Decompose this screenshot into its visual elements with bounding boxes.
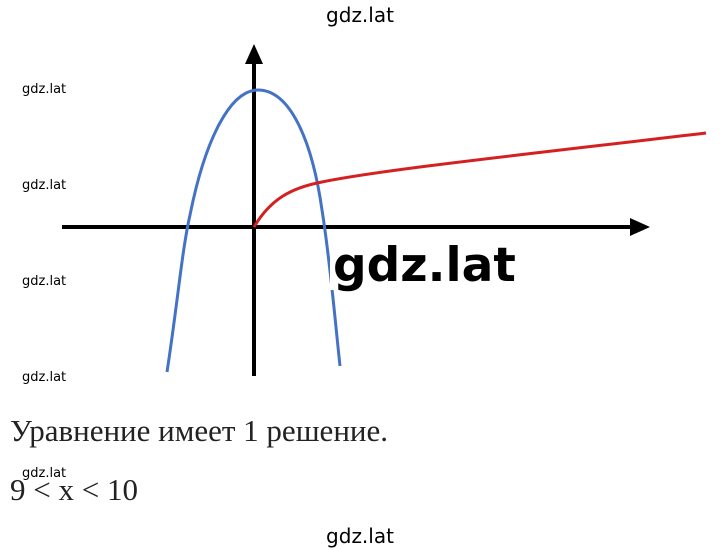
watermark: gdz.lat [22, 370, 66, 385]
watermark: gdz.lat [22, 274, 66, 289]
watermark: gdz.lat [22, 82, 66, 97]
watermark: gdz.lat [22, 178, 66, 193]
parabola [165, 88, 342, 373]
watermark: gdz.lat [326, 524, 394, 548]
interval-text: 9 < x < 10 [10, 472, 138, 507]
watermark: gdz.lat [22, 466, 66, 481]
answer-text: Уравнение имеет 1 решение. [10, 413, 388, 448]
watermark: gdz.lat [326, 3, 394, 27]
y-arrow [245, 44, 263, 64]
root-curve [252, 131, 707, 228]
x-arrow [630, 218, 650, 236]
watermark-bg [330, 238, 512, 290]
watermark: gdz.lat [333, 238, 516, 293]
